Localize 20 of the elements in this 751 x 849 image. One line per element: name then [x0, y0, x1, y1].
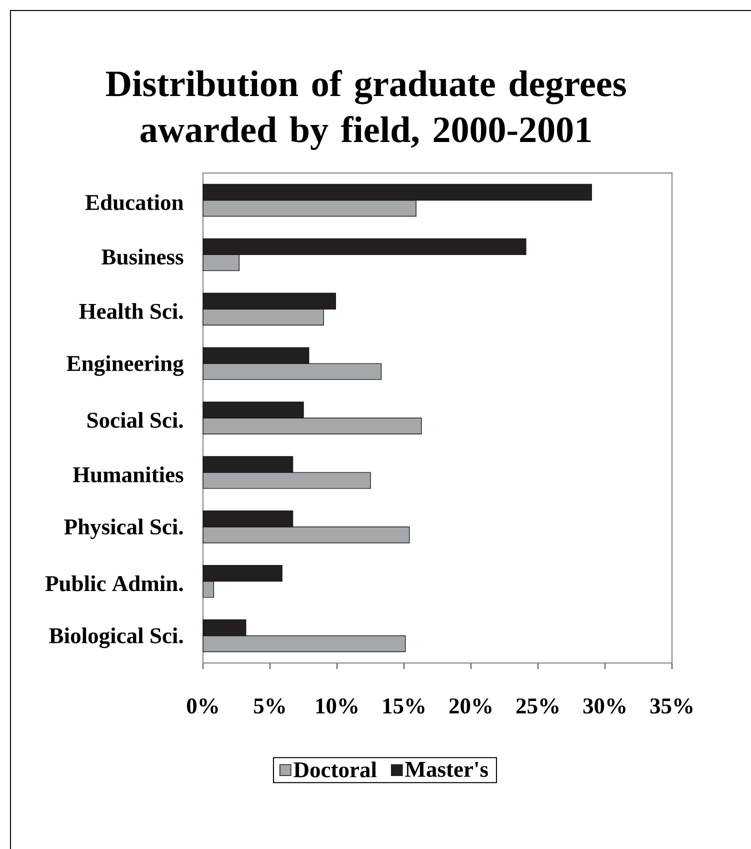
y-tick-label: Engineering: [66, 355, 184, 376]
legend-label: Doctoral: [294, 762, 377, 778]
x-tick-label: 25%: [516, 698, 558, 714]
x-tick-label: 0%: [186, 698, 218, 714]
y-tick-label: Physical Sci.: [64, 518, 183, 540]
y-tick-label: Public Admin.: [45, 575, 183, 592]
y-tick-label: Business: [102, 248, 184, 265]
x-tick-label: 10%: [316, 698, 358, 714]
y-tick-label: Biological Sci.: [49, 627, 183, 648]
x-tick-label: 20%: [449, 698, 492, 714]
y-tick-label: Health Sci.: [79, 303, 183, 320]
y-tick-label: Education: [85, 194, 184, 210]
legend-label: Master's: [405, 762, 488, 777]
x-tick-label: 30%: [583, 698, 626, 714]
x-tick-label: 35%: [650, 698, 692, 714]
x-tick-label: 15%: [383, 698, 424, 714]
y-tick-label: Humanities: [72, 466, 184, 482]
x-tick-label: 5%: [254, 698, 285, 714]
y-tick-label: Social Sci.: [88, 412, 183, 428]
chart-title: Distribution of graduate degrees awarded by field, 2000-2001: [106, 70, 626, 150]
